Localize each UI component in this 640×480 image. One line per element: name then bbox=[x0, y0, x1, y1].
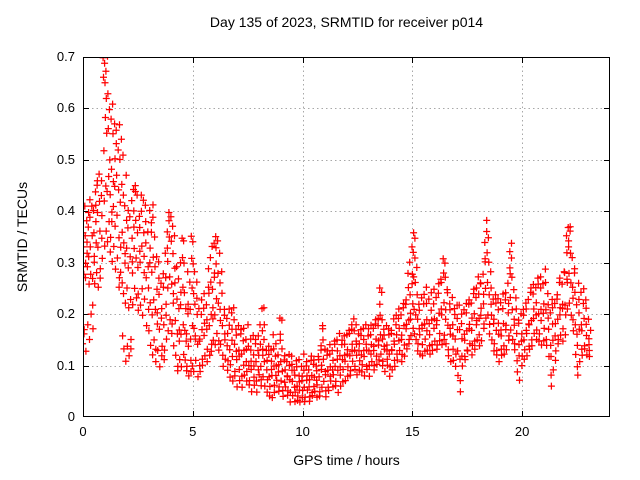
chart-title: Day 135 of 2023, SRMTID for receiver p01… bbox=[209, 14, 484, 30]
y-axis-label: SRMTID / TECUs bbox=[14, 181, 30, 293]
y-tick-label: 0.7 bbox=[56, 49, 75, 64]
y-tick-label: 0.6 bbox=[56, 100, 75, 116]
y-tick-label: 0.3 bbox=[56, 254, 75, 270]
y-tick-label: 0.2 bbox=[56, 306, 75, 322]
y-tick-label: 0.5 bbox=[56, 151, 75, 167]
x-tick-label: 20 bbox=[514, 424, 530, 439]
plot-area bbox=[83, 57, 610, 417]
x-tick-label: 15 bbox=[405, 424, 420, 439]
x-tick-label: 5 bbox=[189, 424, 197, 439]
y-tick-label: 0.1 bbox=[56, 357, 75, 373]
y-tick-label: 0.4 bbox=[56, 203, 75, 219]
x-tick-label: 0 bbox=[79, 424, 87, 439]
x-axis-label: GPS time / hours bbox=[293, 452, 400, 468]
y-tick-label: 0 bbox=[67, 409, 75, 424]
x-tick-label: 10 bbox=[295, 424, 310, 439]
